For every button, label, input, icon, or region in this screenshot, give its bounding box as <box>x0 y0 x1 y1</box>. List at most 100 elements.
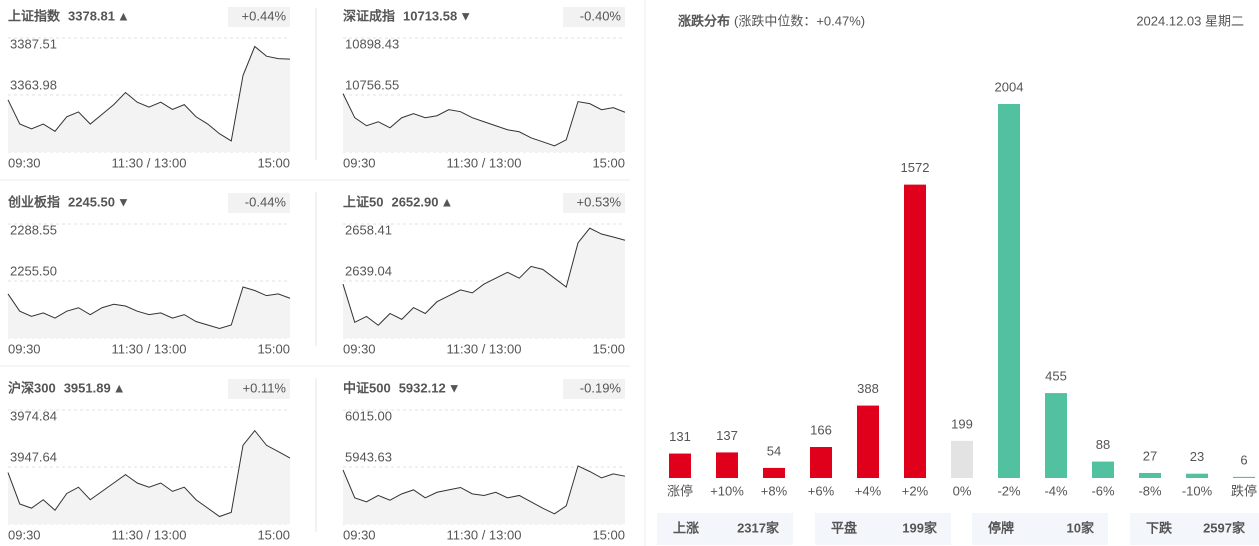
bar-value-label: 388 <box>857 381 879 396</box>
area <box>8 46 290 152</box>
bar-value-label: 137 <box>716 428 738 443</box>
x-tick-label: 15:00 <box>257 527 290 542</box>
bar-value-label: 88 <box>1096 437 1110 452</box>
x-tick-label: 09:30 <box>8 341 41 356</box>
bar <box>1186 473 1208 478</box>
bar <box>1092 461 1114 478</box>
x-tick-label: 11:30 / 13:00 <box>112 527 187 542</box>
x-tick-label: 跌停 <box>1231 483 1257 498</box>
price-line <box>7 429 291 518</box>
y-tick-label: 6015.00 <box>345 408 392 423</box>
area <box>343 228 625 338</box>
y-tick-label: 3387.51 <box>10 36 57 51</box>
summary-box <box>657 513 793 545</box>
x-tick-label: 15:00 <box>592 155 625 170</box>
index-arrow: ▼ <box>459 8 472 23</box>
area <box>343 93 625 152</box>
index-name: 创业板指 <box>7 194 60 209</box>
index-change: +0.44% <box>242 8 287 23</box>
index-change: -0.19% <box>580 380 622 395</box>
x-tick-label: 15:00 <box>592 341 625 356</box>
y-tick-label: 2639.04 <box>345 263 392 278</box>
x-tick-label: +6% <box>808 483 835 498</box>
x-tick-label: +4% <box>855 483 882 498</box>
x-tick-label: 09:30 <box>343 341 376 356</box>
price-line <box>342 227 626 326</box>
summary-value: 2597家 <box>1203 520 1246 535</box>
y-tick-label: 5943.63 <box>345 449 392 464</box>
bar <box>669 453 691 478</box>
change-box <box>228 379 290 399</box>
x-tick-label: +8% <box>761 483 788 498</box>
bar-value-label: 23 <box>1190 449 1204 464</box>
summary-box <box>815 513 951 545</box>
x-tick-label: +2% <box>902 483 929 498</box>
bar-value-label: 6 <box>1240 452 1247 467</box>
bar-value-label: 131 <box>669 429 691 444</box>
y-tick-label: 2658.41 <box>345 222 392 237</box>
index-change: -0.44% <box>245 194 287 209</box>
x-tick-label: 09:30 <box>8 155 41 170</box>
index-arrow: ▼ <box>448 380 461 395</box>
index-price: 2652.90 <box>391 194 438 209</box>
x-tick-label: 11:30 / 13:00 <box>447 527 522 542</box>
index-change: -0.40% <box>580 8 622 23</box>
bar <box>1233 476 1255 478</box>
bar <box>763 467 785 478</box>
bar-value-label: 1572 <box>901 160 930 175</box>
index-arrow: ▲ <box>117 8 130 23</box>
summary-label: 上涨 <box>673 520 699 535</box>
x-tick-label: 15:00 <box>257 341 290 356</box>
summary-label: 平盘 <box>831 520 857 535</box>
change-box <box>228 193 290 213</box>
x-tick-label: +10% <box>710 483 744 498</box>
bar <box>951 440 973 478</box>
x-tick-label: -4% <box>1044 483 1068 498</box>
x-tick-label: 11:30 / 13:00 <box>447 155 522 170</box>
x-tick-label: -6% <box>1091 483 1115 498</box>
index-price: 3378.81 <box>68 8 115 23</box>
index-arrow: ▼ <box>117 194 130 209</box>
y-tick-label: 3947.64 <box>10 449 57 464</box>
area <box>8 430 290 524</box>
bar <box>1045 393 1067 478</box>
change-box <box>563 193 625 213</box>
chart-subtitle: (涨跌中位数：+0.47%) <box>734 13 865 28</box>
bar <box>857 405 879 478</box>
date: 2024.12.03 星期二 <box>1136 13 1244 28</box>
y-tick-label: 10756.55 <box>345 77 399 92</box>
price-line <box>7 45 291 142</box>
summary-value: 199家 <box>902 520 938 535</box>
x-tick-label: 11:30 / 13:00 <box>112 341 187 356</box>
price-line <box>342 93 626 147</box>
x-tick-label: 11:30 / 13:00 <box>447 341 522 356</box>
summary-box <box>972 513 1108 545</box>
bar <box>1139 472 1161 478</box>
change-box <box>563 379 625 399</box>
index-price: 5932.12 <box>399 380 446 395</box>
x-tick-label: 09:30 <box>343 527 376 542</box>
summary-label: 停牌 <box>988 520 1014 535</box>
bar <box>998 104 1020 478</box>
area <box>8 287 290 338</box>
summary-value: 10家 <box>1067 520 1095 535</box>
index-price: 10713.58 <box>403 8 457 23</box>
bar-value-label: 166 <box>810 422 832 437</box>
bar-value-label: 27 <box>1143 448 1157 463</box>
bar-value-label: 2004 <box>995 79 1024 94</box>
summary-box <box>1130 513 1259 545</box>
index-price: 2245.50 <box>68 194 115 209</box>
summary-value: 2317家 <box>737 520 780 535</box>
bar-value-label: 54 <box>767 443 781 458</box>
x-tick-label: 11:30 / 13:00 <box>112 155 187 170</box>
index-name: 上证50 <box>343 194 383 209</box>
bar-value-label: 455 <box>1045 369 1067 384</box>
bar-value-label: 199 <box>951 416 973 431</box>
bar <box>716 452 738 478</box>
index-price: 3951.89 <box>64 380 111 395</box>
index-arrow: ▲ <box>440 194 453 209</box>
y-tick-label: 10898.43 <box>345 36 399 51</box>
index-name: 中证500 <box>343 380 391 395</box>
index-name: 上证指数 <box>8 8 61 23</box>
